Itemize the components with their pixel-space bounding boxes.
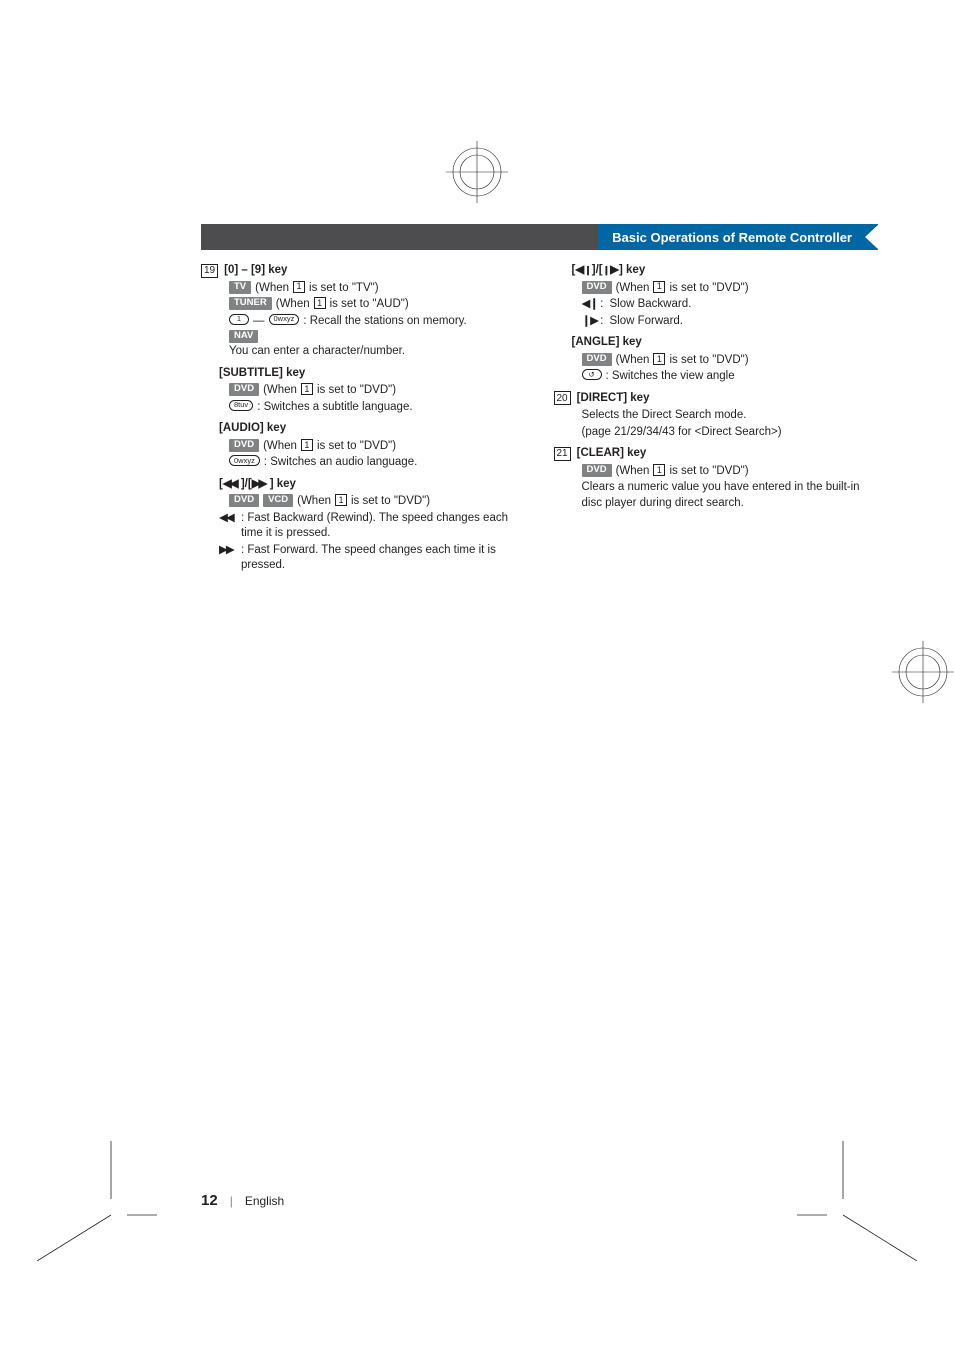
pill-8: 8tuv <box>229 400 253 411</box>
txt: (When <box>616 464 650 480</box>
box-1: 1 <box>293 281 305 293</box>
txt: Selects the Direct Search mode. <box>582 408 747 424</box>
slow-back-icon: ◀ <box>575 264 584 276</box>
txt: (When <box>263 439 297 455</box>
pill-0: 0wxyz <box>269 314 300 325</box>
right-column: [◀❙]/[❙▶] key DVD (When 1 is set to "DVD… <box>554 263 879 580</box>
txt: Slow Forward. <box>610 314 684 330</box>
box-1: 1 <box>653 281 665 293</box>
index-box-21: 21 <box>554 447 571 461</box>
txt: (When <box>255 281 289 297</box>
header-tag: Basic Operations of Remote Controller <box>598 224 878 250</box>
index-box-20: 20 <box>554 391 571 405</box>
txt: : Switches an audio language. <box>264 455 417 471</box>
entry-audio: [AUDIO] key DVD (When 1 is set to "DVD")… <box>201 421 526 471</box>
tag-dvd: DVD <box>229 383 259 396</box>
box-1: 1 <box>653 353 665 365</box>
tag-dvd: DVD <box>229 439 259 452</box>
slow-back-icon: ◀❙ : <box>582 297 606 313</box>
tag-tuner: TUNER <box>229 297 272 310</box>
forward-icon: ▶▶ <box>219 543 237 559</box>
tag-dvd: DVD <box>582 281 612 294</box>
pill-1: 1 <box>229 314 249 325</box>
rewind-icon: ◀◀ <box>223 477 241 493</box>
entry-21: 21 [CLEAR] key DVD (When 1 is set to "DV… <box>554 446 879 511</box>
box-1: 1 <box>301 439 313 451</box>
angle-icon: ↺ <box>582 369 602 380</box>
tag-dvd: DVD <box>229 494 259 507</box>
footer: 12 | English <box>201 1192 284 1209</box>
txt: is set to "DVD") <box>351 494 430 510</box>
txt: : Fast Forward. The speed changes each t… <box>241 543 526 574</box>
txt: is set to "DVD") <box>669 281 748 297</box>
entry-slow: [◀❙]/[❙▶] key DVD (When 1 is set to "DVD… <box>554 263 879 329</box>
txt: is set to "TV") <box>309 281 379 297</box>
box-1: 1 <box>301 383 313 395</box>
txt: is set to "DVD") <box>317 383 396 399</box>
txt: : Switches the view angle <box>606 369 735 385</box>
crop-bl <box>37 1141 157 1261</box>
forward-icon: ▶▶ <box>252 477 270 493</box>
txt: is set to "DVD") <box>317 439 396 455</box>
txt: You can enter a character/number. <box>229 344 405 360</box>
txt: : Switches a subtitle language. <box>257 400 412 416</box>
txt: (When <box>263 383 297 399</box>
box-1: 1 <box>314 297 326 309</box>
index-box-19: 19 <box>201 264 218 278</box>
entry-subtitle: [SUBTITLE] key DVD (When 1 is set to "DV… <box>201 366 526 416</box>
entry-20: 20 [DIRECT] key Selects the Direct Searc… <box>554 391 879 441</box>
tag-vcd: VCD <box>263 494 293 507</box>
entry-angle: [ANGLE] key DVD (When 1 is set to "DVD")… <box>554 335 879 385</box>
slow-fwd-icon: ▶ <box>610 264 619 276</box>
txt: : Fast Backward (Rewind). The speed chan… <box>241 511 526 542</box>
txt: Clears a numeric value you have entered … <box>582 480 879 511</box>
crop-br <box>797 1141 917 1261</box>
slow-fwd-icon: ❙▶ : <box>582 314 606 330</box>
tag-dvd: DVD <box>582 464 612 477</box>
entry-ffrw: [◀◀]/[▶▶] key DVD VCD (When 1 is set to … <box>201 477 526 574</box>
tag-nav: NAV <box>229 330 258 343</box>
txt: is set to "AUD") <box>330 297 409 313</box>
box-1: 1 <box>335 494 347 506</box>
txt: (When <box>276 297 310 313</box>
align-top <box>446 141 508 208</box>
align-right <box>892 641 954 708</box>
title-audio: [AUDIO] key <box>219 421 286 437</box>
title-subtitle: [SUBTITLE] key <box>219 366 305 382</box>
footer-sep: | <box>230 1194 233 1208</box>
tag-dvd: DVD <box>582 353 612 366</box>
content: 19 [0] – [9] key TV (When 1 is set to "T… <box>201 263 878 580</box>
txt: Slow Backward. <box>610 297 692 313</box>
txt: : Recall the stations on memory. <box>303 314 466 330</box>
title-angle: [ANGLE] key <box>572 335 642 351</box>
txt: is set to "DVD") <box>669 464 748 480</box>
header-title: Basic Operations of Remote Controller <box>612 230 852 245</box>
pill-0: 0wxyz <box>229 455 260 466</box>
tag-tv: TV <box>229 281 251 294</box>
title-clear: [CLEAR] key <box>577 446 647 462</box>
entry-19: 19 [0] – [9] key TV (When 1 is set to "T… <box>201 263 526 360</box>
txt: (When <box>616 353 650 369</box>
dash: — <box>253 314 265 330</box>
page-number: 12 <box>201 1192 218 1209</box>
txt: is set to "DVD") <box>669 353 748 369</box>
footer-lang: English <box>245 1194 284 1208</box>
rewind-icon: ◀◀ <box>219 511 237 527</box>
box-1: 1 <box>653 464 665 476</box>
left-column: 19 [0] – [9] key TV (When 1 is set to "T… <box>201 263 526 580</box>
txt: (When <box>616 281 650 297</box>
title-direct: [DIRECT] key <box>577 391 650 407</box>
title-09: [0] – [9] key <box>224 263 287 279</box>
txt: (page 21/29/34/43 for <Direct Search>) <box>582 425 782 441</box>
txt: (When <box>297 494 331 510</box>
